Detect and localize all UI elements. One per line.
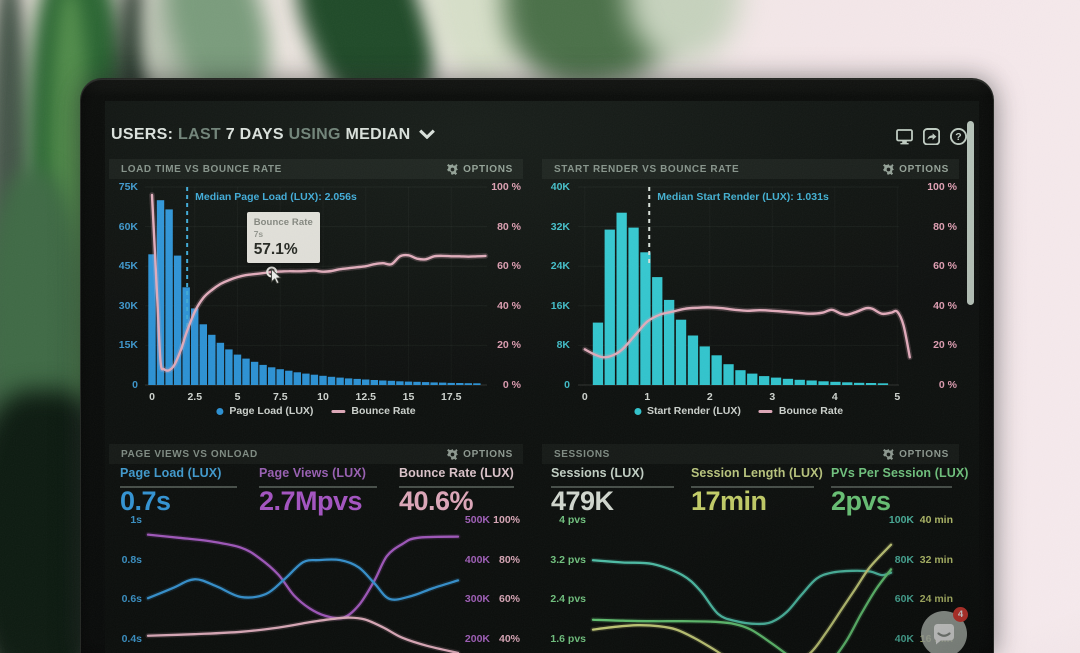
title-segment: MEDIAN xyxy=(340,126,411,143)
panel-load-time-vs-bounce-rate: LOAD TIME VS BOUNCE RATE OPTIONS 75K 100 … xyxy=(109,159,523,442)
toolbar: ? xyxy=(896,128,967,145)
chart-start-render: 40K 100 % 32K 80 % 24K 60 % 16K 40 % 8K 20 % 0 0 % 0… xyxy=(542,159,959,442)
chevron-down-icon xyxy=(419,129,436,139)
laptop: USERS: LAST 7 DAYS USING MEDIAN ? xyxy=(80,78,994,653)
dashboard-screen: USERS: LAST 7 DAYS USING MEDIAN ? xyxy=(105,101,979,653)
legend-line-swatch xyxy=(331,409,346,413)
share-icon[interactable] xyxy=(923,128,940,145)
legend-label: Bounce Rate xyxy=(778,405,844,417)
legend-dot xyxy=(633,407,641,415)
scrollbar-thumb[interactable] xyxy=(967,121,974,305)
panel-start-render-vs-bounce-rate: START RENDER VS BOUNCE RATE OPTIONS 40K 1… xyxy=(542,159,959,442)
title-segment: USERS: xyxy=(111,126,174,143)
chat-unread-badge: 4 xyxy=(953,607,968,622)
tooltip-series: Bounce Rate xyxy=(253,216,313,228)
panel-sessions: SESSIONS OPTIONS Sessions (LUX) 479K Sessi… xyxy=(542,444,968,653)
chart-canvas xyxy=(590,542,894,653)
title-segment: LAST xyxy=(173,126,221,143)
legend-line-swatch xyxy=(758,409,773,413)
chat-launcher-button[interactable]: 4 xyxy=(921,607,968,653)
svg-text:?: ? xyxy=(955,131,961,143)
display-icon[interactable] xyxy=(896,128,913,145)
chart-load-time: 75K 100 % 60K 80 % 45K 60 % 30K 40 % 15K 20 % 0 0 %… xyxy=(109,159,523,442)
title-segment: 7 DAYS xyxy=(220,126,284,143)
tooltip-x-value: 7s xyxy=(253,228,264,239)
chart-canvas xyxy=(145,186,489,386)
chart-canvas xyxy=(578,186,913,386)
chart-sessions: Sessions (LUX) 479K Session Length (LUX) 17… xyxy=(542,444,968,653)
mouse-cursor xyxy=(270,268,282,284)
panel-page-views-vs-onload: PAGE VIEWS VS ONLOAD OPTIONS Page Load (… xyxy=(109,444,523,653)
legend-label: Start Render (LUX) xyxy=(646,405,741,417)
legend-label: Page Load (LUX) xyxy=(229,405,314,417)
chart-legend: Page Load (LUX) Bounce Rate xyxy=(216,405,416,417)
title-segment: USING xyxy=(283,126,341,143)
legend-dot xyxy=(216,407,224,415)
chart-tooltip: Bounce Rate 7s 57.1% xyxy=(246,211,320,263)
legend-label: Bounce Rate xyxy=(351,405,416,417)
chart-legend: Start Render (LUX) Bounce Rate xyxy=(633,405,844,417)
chart-page-views: Page Load (LUX) 0.7s Page Views (LUX) 2.7Mp… xyxy=(109,444,523,653)
chart-canvas xyxy=(145,532,461,653)
dashboard-title[interactable]: USERS: LAST 7 DAYS USING MEDIAN xyxy=(111,126,436,148)
help-icon[interactable]: ? xyxy=(950,128,967,145)
tooltip-value: 57.1% xyxy=(253,240,298,258)
